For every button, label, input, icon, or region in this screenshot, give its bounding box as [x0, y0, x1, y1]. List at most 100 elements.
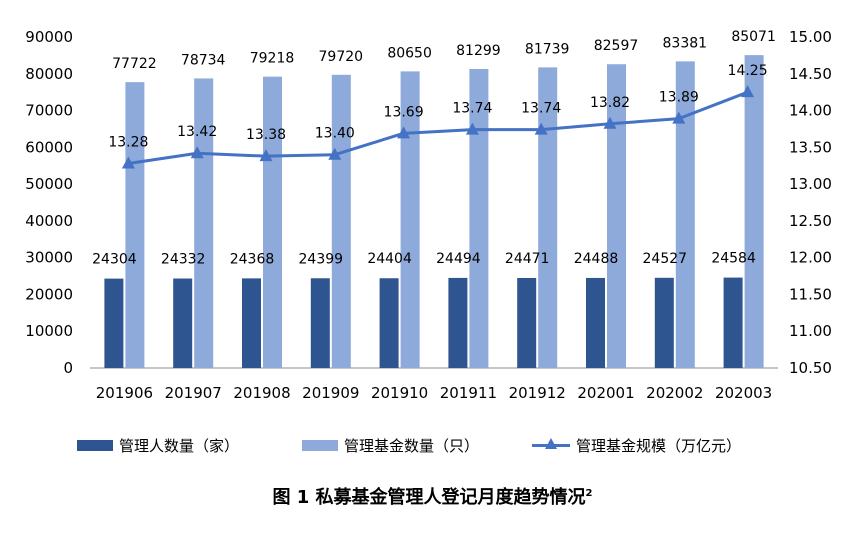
bar-managers	[448, 277, 468, 368]
y-left-tick-label: 20000	[25, 285, 73, 303]
y-left-tick-label: 80000	[25, 65, 73, 83]
x-tick-label: 202002	[646, 384, 703, 402]
y-right-tick-label: 15.00	[789, 28, 832, 46]
data-label-scale: 13.38	[246, 127, 286, 143]
bar-funds	[263, 76, 282, 368]
data-label-funds: 81299	[456, 43, 501, 59]
data-label-scale: 13.74	[452, 101, 492, 117]
y-right-tick-label: 10.50	[789, 359, 832, 377]
data-label-scale: 13.89	[659, 90, 699, 106]
bar-funds	[194, 78, 214, 369]
x-tick-label: 201906	[96, 384, 153, 402]
x-tick-label: 202001	[577, 384, 634, 402]
data-label-funds: 82597	[594, 38, 639, 54]
bar-funds	[125, 82, 145, 368]
bar-funds	[469, 69, 489, 369]
data-label-managers: 24488	[574, 251, 619, 267]
y-left-tick-label: 90000	[25, 28, 73, 46]
y-left-tick-label: 0	[63, 359, 73, 377]
legend-item-scale: 管理基金规模（万亿元）	[532, 432, 741, 458]
data-label-funds: 79720	[319, 49, 364, 65]
data-label-managers: 24399	[299, 251, 344, 267]
x-tick-label: 202003	[715, 384, 772, 402]
bar-managers	[242, 278, 261, 368]
bar-managers	[173, 278, 193, 368]
x-tick-label: 201912	[509, 384, 566, 402]
legend-label-scale: 管理基金规模（万亿元）	[576, 436, 742, 455]
marker-scale	[534, 122, 548, 135]
bar-funds	[400, 71, 420, 369]
legend-label-managers: 管理人数量（家）	[119, 436, 240, 455]
bar-managers	[586, 277, 605, 368]
data-label-scale: 13.42	[177, 124, 217, 140]
data-label-managers: 24304	[92, 252, 137, 268]
legend-item-funds: 管理基金数量（只）	[302, 432, 479, 458]
legend-item-managers: 管理人数量（家）	[77, 432, 239, 458]
marker-scale	[465, 122, 479, 135]
y-right-tick-label: 13.50	[789, 138, 832, 156]
y-right-tick-label: 12.50	[789, 212, 832, 230]
y-left-tick-label: 40000	[25, 212, 73, 230]
bar-managers	[723, 277, 743, 368]
marker-scale	[259, 149, 273, 162]
chart: 0 10000 20000 30000 40000 50000 60000 70000 8000…	[25, 28, 832, 402]
line-scale	[128, 90, 749, 165]
data-label-funds: 78734	[181, 52, 226, 68]
marker-scale	[328, 147, 342, 160]
y-left-tick-label: 60000	[25, 138, 73, 156]
data-label-managers: 24471	[505, 251, 550, 267]
legend-swatch-managers	[77, 439, 113, 451]
data-label-scale: 14.25	[728, 63, 768, 79]
data-label-scale: 13.69	[384, 104, 424, 120]
data-label-scale: 13.28	[108, 135, 148, 151]
y-left-tick-label: 50000	[25, 175, 73, 193]
data-label-scale: 13.40	[315, 126, 355, 142]
y-left-tick-label: 70000	[25, 102, 73, 120]
marker-scale	[397, 126, 411, 139]
data-label-funds: 79218	[250, 51, 295, 67]
y-left-tick-label: 30000	[25, 249, 73, 267]
figure-caption: 图 1 私募基金管理人登记月度趋势情况2	[0, 483, 865, 509]
caption-text: 图 1 私募基金管理人登记月度趋势情况	[272, 487, 586, 508]
data-label-managers: 24332	[161, 252, 206, 268]
bar-funds	[744, 55, 764, 368]
data-label-funds: 83381	[663, 35, 708, 51]
y-right-tick-label: 12.00	[789, 249, 832, 267]
data-label-managers: 24584	[711, 251, 756, 267]
data-label-managers: 24494	[436, 251, 481, 267]
bar-managers	[517, 278, 537, 368]
legend-swatch-scale	[532, 438, 570, 452]
data-label-managers: 24404	[367, 251, 412, 267]
legend-swatch-funds	[302, 439, 338, 451]
data-label-funds: 77722	[112, 56, 157, 72]
bar-funds	[607, 64, 626, 368]
x-tick-label: 201911	[440, 384, 497, 402]
x-tick-label: 201907	[165, 384, 222, 402]
x-tick-label: 201908	[233, 384, 290, 402]
bar-managers	[310, 278, 330, 368]
data-label-funds: 80650	[387, 45, 432, 61]
data-label-funds: 81739	[525, 41, 570, 57]
bar-funds	[675, 61, 695, 369]
data-label-managers: 24527	[643, 251, 688, 267]
bar-managers	[379, 278, 399, 368]
y-right-tick-label: 14.00	[789, 102, 832, 120]
marker-scale	[603, 116, 617, 129]
x-tick-label: 201910	[371, 384, 428, 402]
marker-scale	[121, 156, 135, 169]
bar-managers	[104, 278, 124, 368]
y-right-tick-label: 11.50	[789, 285, 832, 303]
data-label-scale: 13.74	[521, 101, 561, 117]
data-label-managers: 24368	[230, 251, 275, 267]
marker-scale	[741, 85, 755, 98]
marker-scale	[190, 146, 204, 159]
y-left-tick-label: 10000	[25, 322, 73, 340]
y-right-tick-label: 13.00	[789, 175, 832, 193]
data-label-funds: 85071	[731, 29, 776, 45]
x-tick-label: 201909	[302, 384, 359, 402]
y-right-tick-label: 14.50	[789, 65, 832, 83]
legend-label-funds: 管理基金数量（只）	[344, 436, 480, 455]
legend: 管理人数量（家） 管理基金数量（只） 管理基金规模（万亿元）	[0, 432, 865, 458]
bar-funds	[538, 67, 558, 368]
caption-superscript: 2	[585, 488, 593, 499]
